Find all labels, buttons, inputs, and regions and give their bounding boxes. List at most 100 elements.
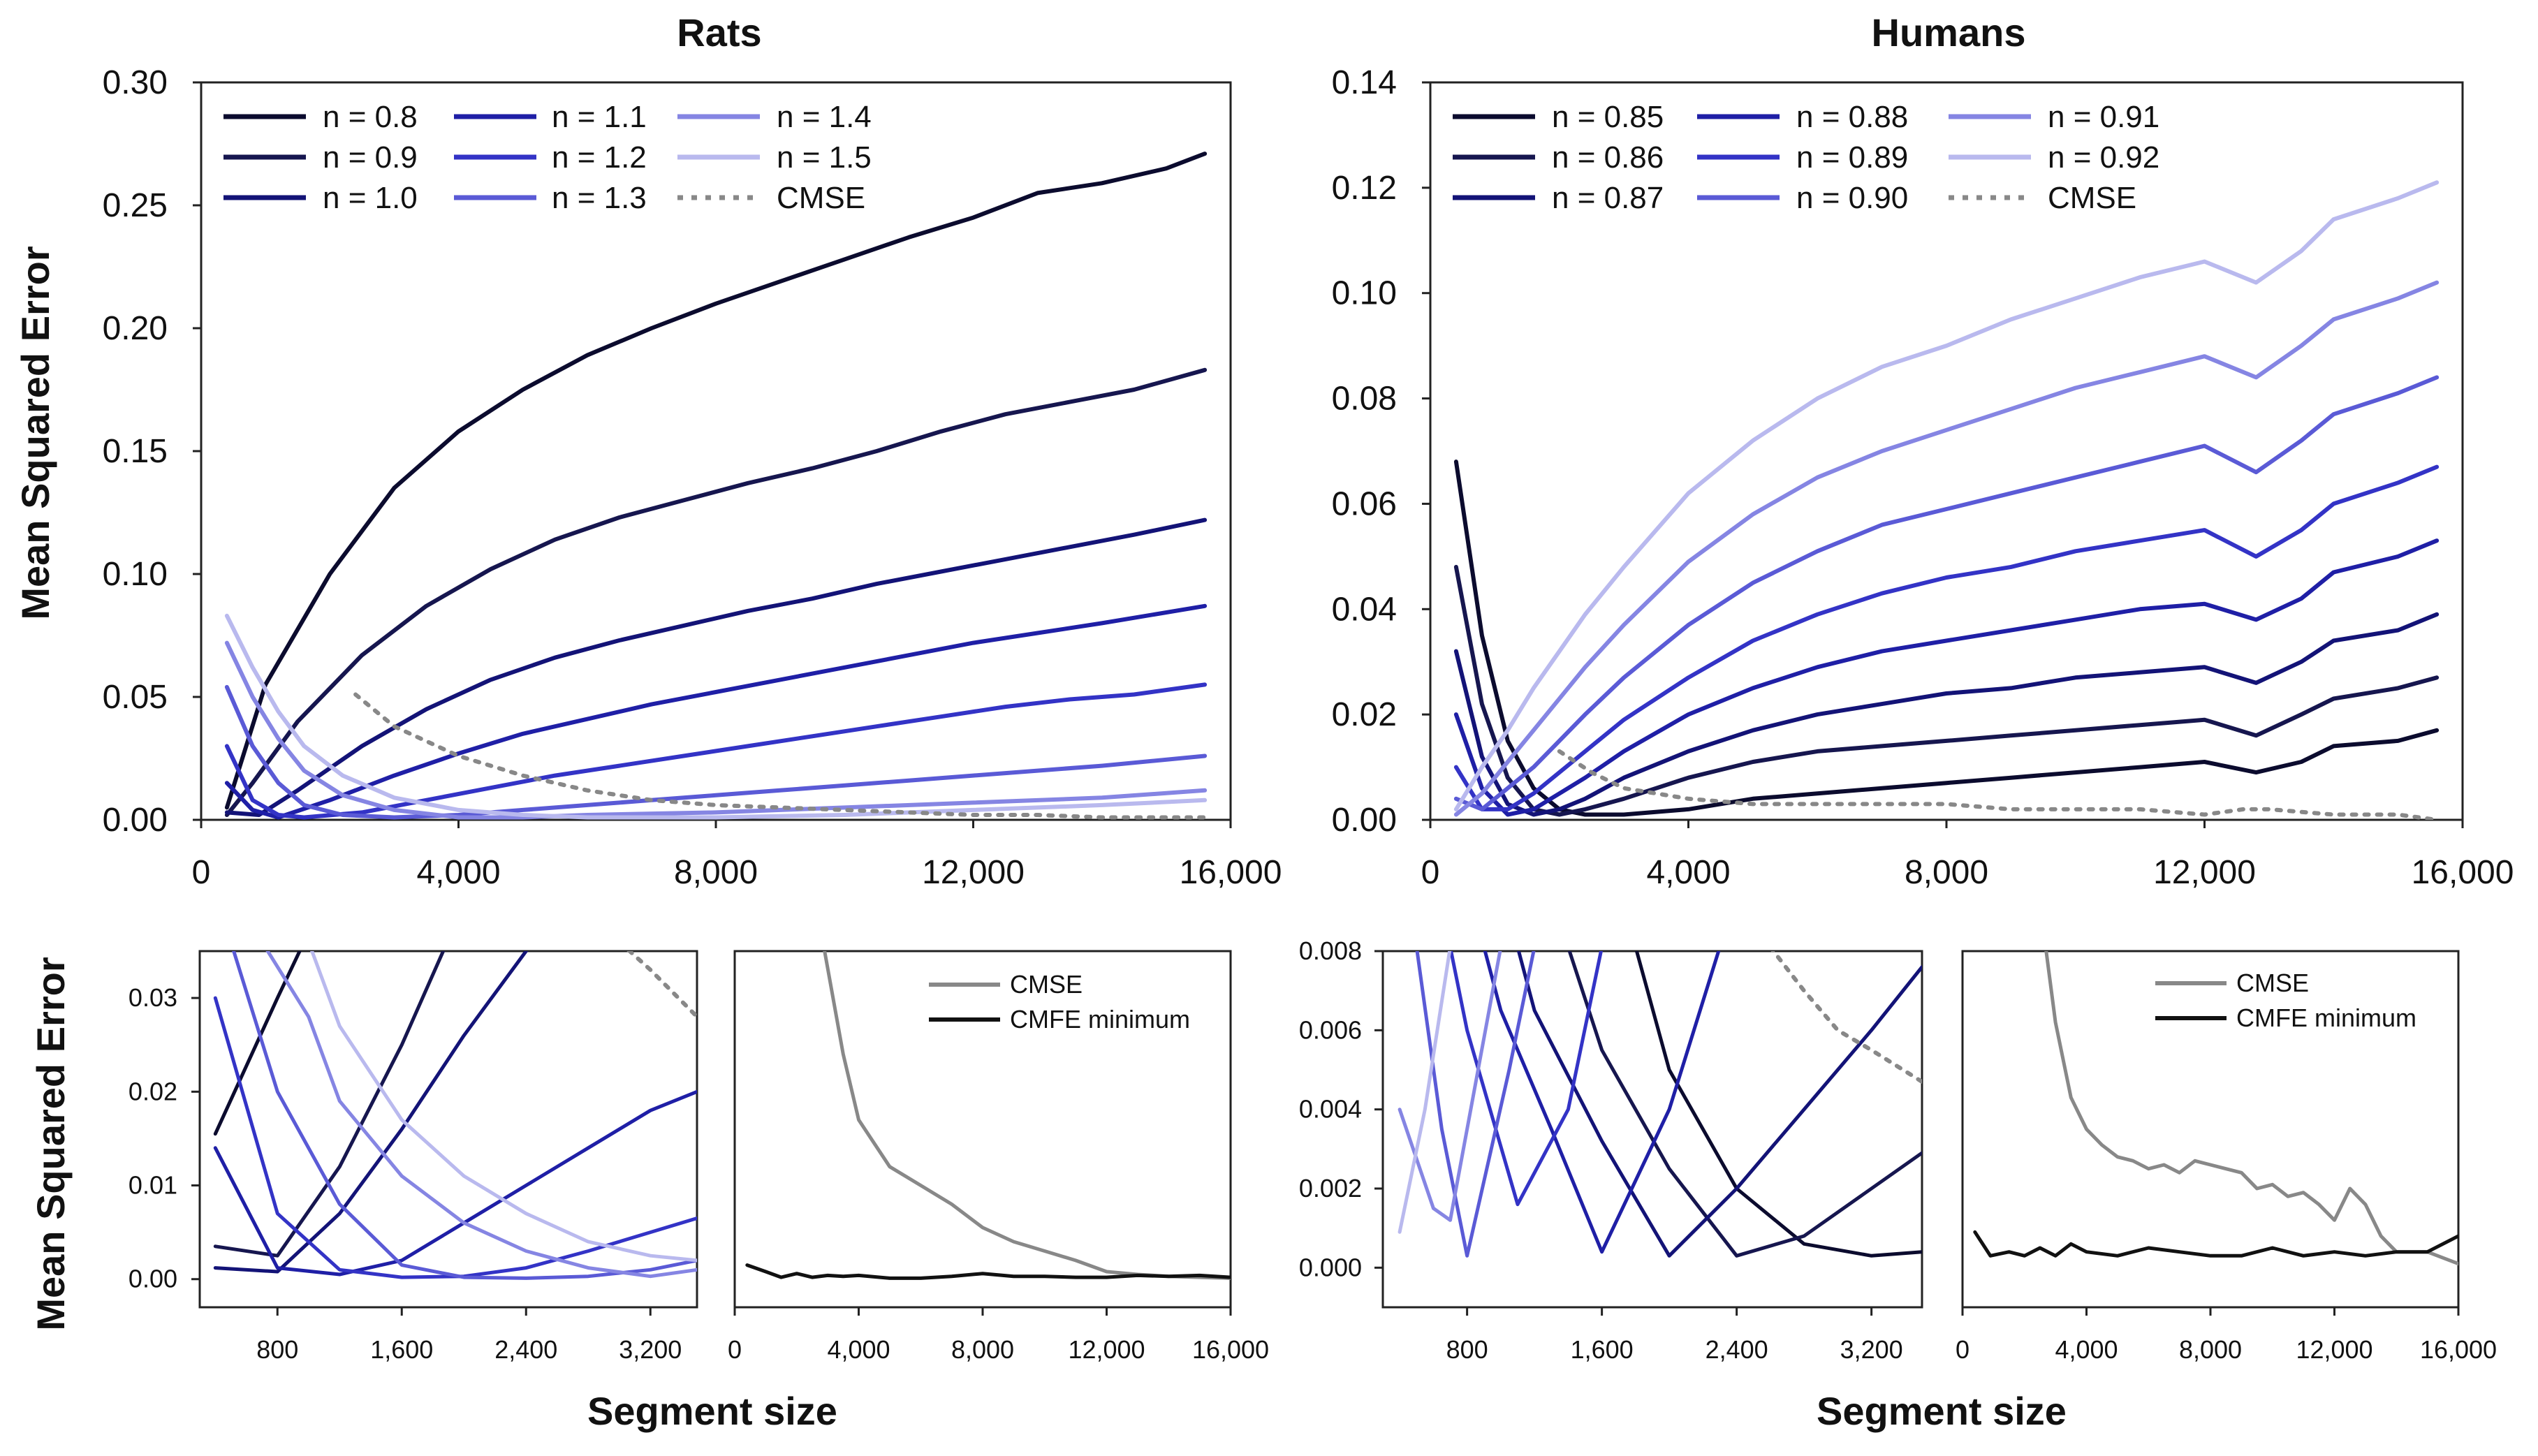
x-tick-label: 16,000: [1192, 1335, 1269, 1364]
x-tick-label: 8,000: [1905, 854, 1988, 891]
rats-x-axis-label: Segment size: [587, 1389, 837, 1433]
series-line-cmfe-minimum: [1973, 1230, 2458, 1258]
y-tick-label: 0.04: [1332, 591, 1397, 628]
series-line-cmse: [626, 951, 697, 1019]
rats-axis-ticks: 0.00 0.05 0.10 0.15 0.20 0.25 0.30 0 4,000 8,000 1…: [103, 64, 1282, 891]
legend-label: CMSE: [1010, 970, 1083, 999]
y-tick-label: 0.002: [1299, 1174, 1362, 1203]
series-line-n-1-0: [224, 517, 1208, 817]
series-line-n-0-88: [1453, 538, 2440, 817]
series-line-n-0-86: [1567, 951, 1922, 1258]
x-tick-label: 0: [728, 1335, 742, 1364]
y-tick-label: 0.006: [1299, 1015, 1362, 1044]
legend-item: CMFE minimum: [2155, 1003, 2416, 1032]
y-tick-label: 0.01: [129, 1171, 177, 1200]
legend-item: n = 0.85: [1453, 100, 1664, 134]
series-line-n-0-92: [1398, 951, 1452, 1234]
y-tick-label: 0.000: [1299, 1253, 1362, 1281]
legend-item: n = 1.4: [677, 100, 872, 134]
legend-item: n = 0.90: [1697, 181, 1908, 215]
y-tick-label: 0.02: [129, 1077, 177, 1105]
y-tick-label: 0.30: [103, 64, 168, 101]
x-tick-label: 16,000: [1180, 854, 1282, 891]
series-clip-group: [745, 951, 1231, 1280]
legend-item: n = 0.92: [1949, 140, 2159, 175]
x-tick-label: 2,400: [1706, 1335, 1768, 1364]
humans-cmse-ticks: 0 4,000 8,000 12,000 16,000: [1956, 1307, 2497, 1364]
x-tick-label: 8,000: [674, 854, 758, 891]
series-clip-group: [224, 152, 1208, 820]
humans-zoom-ticks: 0.000 0.002 0.004 0.006 0.008 800 1,600 2,400 3,…: [1299, 936, 1903, 1364]
series-line-n-1-4: [224, 640, 1208, 820]
series-line-n-0-87: [1453, 612, 2440, 817]
rats-main-chart: Rats Mean Squared Error 0.00 0.05 0.10 0.15…: [13, 10, 1282, 891]
legend-label: n = 0.85: [1552, 100, 1664, 134]
legend-item: n = 1.0: [223, 181, 418, 215]
x-tick-label: 0: [1421, 854, 1440, 891]
y-tick-label: 0.15: [103, 433, 168, 470]
y-tick-label: 0.00: [103, 802, 168, 839]
series-line-n-0-90: [1453, 375, 2440, 811]
series-line-cmse: [1770, 951, 1922, 1084]
x-tick-label: 4,000: [2055, 1335, 2118, 1364]
legend-label: CMFE minimum: [1010, 1005, 1190, 1034]
humans-axis-ticks: 0.00 0.02 0.04 0.06 0.08 0.10 0.12 0.14 0 4,000 8,…: [1332, 64, 2514, 891]
legend-label: n = 0.92: [2048, 140, 2159, 175]
series-line-n-1-2: [213, 996, 697, 1279]
series-line-cmse: [1557, 749, 2440, 820]
y-tick-label: 0.06: [1332, 485, 1397, 522]
x-tick-label: 800: [256, 1335, 298, 1364]
x-tick-label: 16,000: [2412, 854, 2514, 891]
x-tick-label: 12,000: [2296, 1335, 2372, 1364]
series-line-n-1-1: [213, 1089, 697, 1277]
legend-label: CMFE minimum: [2236, 1003, 2416, 1032]
series-line-n-0-89: [1449, 951, 1603, 1207]
x-tick-label: 8,000: [951, 1335, 1014, 1364]
legend-label: n = 0.86: [1552, 140, 1664, 175]
series-clip-group: [1398, 951, 1922, 1258]
legend-item: n = 0.87: [1453, 181, 1664, 215]
series-line-n-1-2: [224, 682, 1208, 820]
legend-label: n = 1.3: [552, 181, 647, 215]
series-line-cmse: [353, 692, 1208, 820]
series-line-n-0-91: [1453, 280, 2440, 817]
legend-item: n = 0.89: [1697, 140, 1908, 175]
series-line-cmfe-minimum: [745, 1263, 1231, 1280]
legend-item: CMSE: [677, 181, 865, 215]
series-line-n-1-3: [232, 951, 697, 1280]
y-tick-label: 0.00: [1332, 802, 1397, 839]
series-clip-group: [213, 951, 697, 1280]
x-tick-label: 4,000: [416, 854, 500, 891]
legend-item: n = 0.88: [1697, 100, 1908, 134]
legend-item: n = 0.9: [223, 140, 418, 175]
humans-title: Humans: [1872, 10, 2026, 54]
legend-item: CMSE: [2155, 969, 2309, 997]
series-line-n-0-92: [1453, 180, 2440, 811]
series-line-cmse: [823, 951, 1231, 1280]
legend-label: n = 0.8: [323, 100, 418, 134]
series-line-n-0-85: [1634, 951, 1922, 1258]
series-line-n-1-4: [265, 951, 697, 1279]
x-tick-label: 12,000: [2153, 854, 2256, 891]
x-tick-label: 4,000: [1646, 854, 1730, 891]
rats-zoom-ticks: 0.00 0.01 0.02 0.03 800 1,600 2,400 3,200: [129, 983, 682, 1364]
rats-y-axis-label: Mean Squared Error: [13, 246, 57, 619]
series-line-cmse: [2044, 951, 2458, 1266]
legend-item: n = 0.8: [223, 100, 418, 134]
series-line-n-0-8: [213, 951, 302, 1136]
legend-label: n = 0.88: [1796, 100, 1908, 134]
humans-cmse-series: [1973, 951, 2458, 1266]
legend-item: n = 1.3: [454, 181, 647, 215]
bottom-y-axis-label: Mean Squared Error: [29, 957, 73, 1330]
legend-item: n = 1.5: [677, 140, 872, 175]
x-tick-label: 0: [1956, 1335, 1969, 1364]
y-tick-label: 0.14: [1332, 64, 1397, 101]
legend-label: n = 0.89: [1796, 140, 1908, 175]
y-tick-label: 0.03: [129, 983, 177, 1012]
legend-label: n = 1.2: [552, 140, 647, 175]
humans-zoom-series: [1398, 951, 1922, 1258]
series-clip-group: [1453, 180, 2440, 820]
legend-label: n = 0.87: [1552, 181, 1664, 215]
x-tick-label: 0: [192, 854, 211, 891]
legend-label: n = 1.1: [552, 100, 647, 134]
